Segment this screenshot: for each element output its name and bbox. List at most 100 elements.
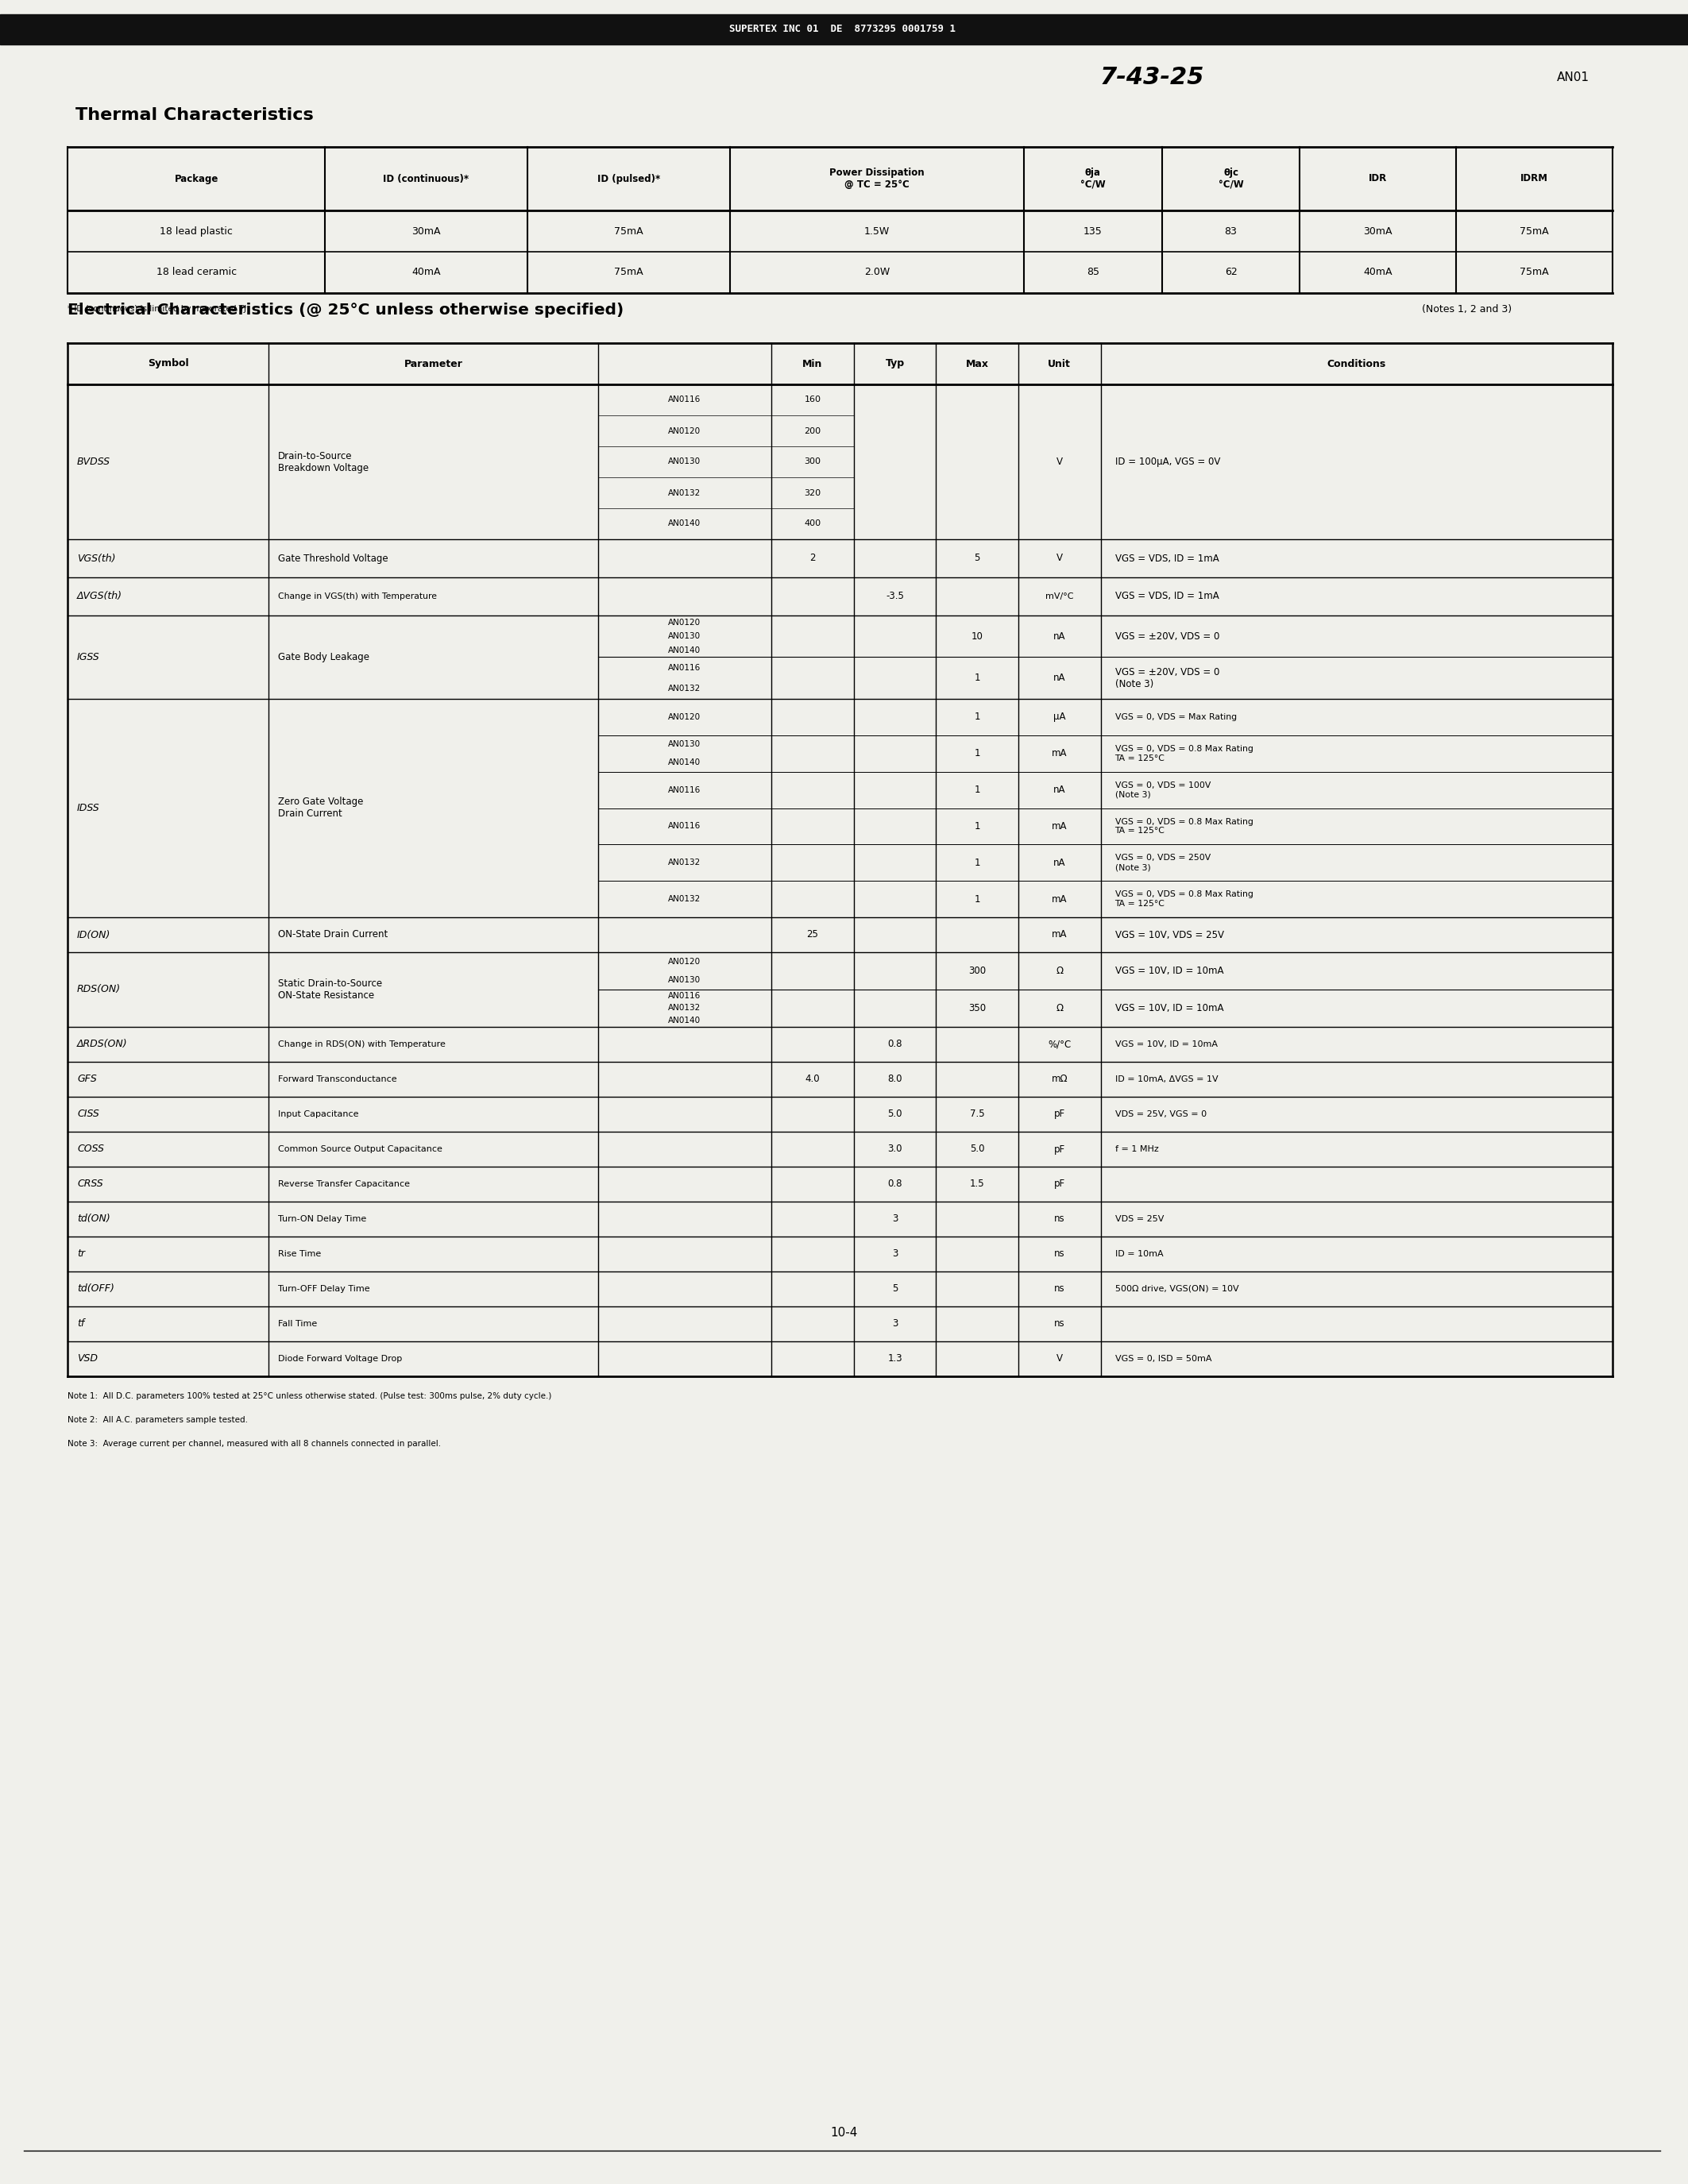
Text: AN0116: AN0116 xyxy=(668,664,701,673)
Text: AN0140: AN0140 xyxy=(668,758,701,767)
Text: Ω: Ω xyxy=(1055,1002,1063,1013)
Text: Reverse Transfer Capacitance: Reverse Transfer Capacitance xyxy=(279,1179,410,1188)
Text: Typ: Typ xyxy=(885,358,905,369)
Text: AN0130: AN0130 xyxy=(668,740,701,749)
Text: VGS = 0, VDS = 0.8 Max Rating
TA = 125°C: VGS = 0, VDS = 0.8 Max Rating TA = 125°C xyxy=(1114,817,1252,834)
Text: AN0132: AN0132 xyxy=(668,895,701,902)
Text: 3: 3 xyxy=(891,1214,898,1225)
Text: 40mA: 40mA xyxy=(412,266,441,277)
Text: AN0120: AN0120 xyxy=(668,957,701,965)
Text: 0.8: 0.8 xyxy=(888,1179,901,1190)
Text: 25: 25 xyxy=(807,930,819,939)
Text: VGS = 10V, ID = 10mA: VGS = 10V, ID = 10mA xyxy=(1114,965,1224,976)
Text: 1.5W: 1.5W xyxy=(864,225,890,236)
Text: ns: ns xyxy=(1053,1249,1065,1260)
Text: Parameter: Parameter xyxy=(403,358,463,369)
Text: AN01: AN01 xyxy=(1556,72,1588,83)
Text: pF: pF xyxy=(1053,1179,1065,1190)
Text: 10-4: 10-4 xyxy=(830,2127,858,2138)
Text: 300: 300 xyxy=(803,459,820,465)
Text: μA: μA xyxy=(1053,712,1065,723)
Text: (Notes 1, 2 and 3): (Notes 1, 2 and 3) xyxy=(1421,304,1512,314)
Text: 320: 320 xyxy=(803,489,820,496)
Text: 5.0: 5.0 xyxy=(888,1109,901,1120)
Text: VGS = ±20V, VDS = 0
(Note 3): VGS = ±20V, VDS = 0 (Note 3) xyxy=(1114,666,1219,690)
Text: 85: 85 xyxy=(1087,266,1099,277)
Text: 2.0W: 2.0W xyxy=(864,266,890,277)
Text: VGS = VDS, ID = 1mA: VGS = VDS, ID = 1mA xyxy=(1114,553,1219,563)
Text: 160: 160 xyxy=(803,395,820,404)
Text: 200: 200 xyxy=(803,426,820,435)
Text: BVDSS: BVDSS xyxy=(78,456,110,467)
Text: ns: ns xyxy=(1053,1319,1065,1330)
Text: AN0116: AN0116 xyxy=(668,395,701,404)
Text: Electrical Characteristics (@ 25°C unless otherwise specified): Electrical Characteristics (@ 25°C unles… xyxy=(68,301,625,317)
Text: td(ON): td(ON) xyxy=(78,1214,110,1225)
Text: Gate Body Leakage: Gate Body Leakage xyxy=(279,653,370,662)
Text: 1.5: 1.5 xyxy=(971,1179,984,1190)
Text: Ω: Ω xyxy=(1055,965,1063,976)
Text: CRSS: CRSS xyxy=(78,1179,103,1190)
Text: ID (pulsed)*: ID (pulsed)* xyxy=(598,173,660,183)
Text: mA: mA xyxy=(1052,821,1067,832)
Text: ON-State Drain Current: ON-State Drain Current xyxy=(279,930,388,939)
Text: AN0130: AN0130 xyxy=(668,459,701,465)
Text: mA: mA xyxy=(1052,749,1067,758)
Text: 62: 62 xyxy=(1224,266,1237,277)
Text: V: V xyxy=(1057,1354,1063,1365)
Text: 8.0: 8.0 xyxy=(888,1075,901,1085)
Text: f = 1 MHz: f = 1 MHz xyxy=(1114,1144,1158,1153)
Text: IDR: IDR xyxy=(1369,173,1388,183)
Text: nA: nA xyxy=(1053,858,1065,867)
Text: Static Drain-to-Source
ON-State Resistance: Static Drain-to-Source ON-State Resistan… xyxy=(279,978,383,1000)
Text: 3: 3 xyxy=(891,1249,898,1260)
Text: Conditions: Conditions xyxy=(1327,358,1386,369)
Text: Rise Time: Rise Time xyxy=(279,1249,321,1258)
Text: Forward Transconductance: Forward Transconductance xyxy=(279,1075,397,1083)
Text: Note 1:  All D.C. parameters 100% tested at 25°C unless otherwise stated. (Pulse: Note 1: All D.C. parameters 100% tested … xyxy=(68,1391,552,1400)
Text: pF: pF xyxy=(1053,1144,1065,1155)
Text: VGS = 10V, ID = 10mA: VGS = 10V, ID = 10mA xyxy=(1114,1040,1217,1048)
Text: SUPERTEX INC 01  DE  8773295 0001759 1: SUPERTEX INC 01 DE 8773295 0001759 1 xyxy=(729,24,955,35)
Text: 1: 1 xyxy=(974,858,981,867)
Text: AN0140: AN0140 xyxy=(668,646,701,655)
Text: 40mA: 40mA xyxy=(1364,266,1393,277)
Text: 30mA: 30mA xyxy=(1364,225,1393,236)
Text: Turn-ON Delay Time: Turn-ON Delay Time xyxy=(279,1214,366,1223)
Text: Input Capacitance: Input Capacitance xyxy=(279,1109,360,1118)
Text: Note 2:  All A.C. parameters sample tested.: Note 2: All A.C. parameters sample teste… xyxy=(68,1415,248,1424)
Text: ns: ns xyxy=(1053,1214,1065,1225)
Text: ΔRDS(ON): ΔRDS(ON) xyxy=(78,1040,128,1051)
Text: mV/°C: mV/°C xyxy=(1045,592,1074,601)
Text: Min: Min xyxy=(802,358,822,369)
Text: Unit: Unit xyxy=(1048,358,1070,369)
Text: 2: 2 xyxy=(810,553,815,563)
Text: pF: pF xyxy=(1053,1109,1065,1120)
Text: VSD: VSD xyxy=(78,1354,98,1365)
Text: Change in VGS(th) with Temperature: Change in VGS(th) with Temperature xyxy=(279,592,437,601)
Text: VGS = 10V, ID = 10mA: VGS = 10V, ID = 10mA xyxy=(1114,1002,1224,1013)
Text: td(OFF): td(OFF) xyxy=(78,1284,115,1295)
Text: AN0140: AN0140 xyxy=(668,520,701,529)
Text: Diode Forward Voltage Drop: Diode Forward Voltage Drop xyxy=(279,1354,402,1363)
Text: Fall Time: Fall Time xyxy=(279,1319,317,1328)
Text: Symbol: Symbol xyxy=(147,358,189,369)
Text: Zero Gate Voltage
Drain Current: Zero Gate Voltage Drain Current xyxy=(279,797,363,819)
Text: VGS = 0, VDS = 250V
(Note 3): VGS = 0, VDS = 250V (Note 3) xyxy=(1114,854,1210,871)
Text: VGS = 0, VDS = 100V
(Note 3): VGS = 0, VDS = 100V (Note 3) xyxy=(1114,782,1210,799)
Text: 83: 83 xyxy=(1224,225,1237,236)
Text: Package: Package xyxy=(174,173,218,183)
Text: tr: tr xyxy=(78,1249,84,1260)
Text: 5: 5 xyxy=(974,553,981,563)
Text: VGS = 10V, VDS = 25V: VGS = 10V, VDS = 25V xyxy=(1114,930,1224,939)
Text: nA: nA xyxy=(1053,631,1065,642)
Text: θjc
°C/W: θjc °C/W xyxy=(1219,168,1244,190)
Text: 18 lead plastic: 18 lead plastic xyxy=(160,225,233,236)
Text: VGS = 0, VDS = 0.8 Max Rating
TA = 125°C: VGS = 0, VDS = 0.8 Max Rating TA = 125°C xyxy=(1114,745,1252,762)
Text: 75mA: 75mA xyxy=(1519,266,1550,277)
Text: 1: 1 xyxy=(974,673,981,684)
Text: AN0130: AN0130 xyxy=(668,633,701,640)
Text: AN0130: AN0130 xyxy=(668,976,701,985)
Text: 1: 1 xyxy=(974,821,981,832)
Text: AN0132: AN0132 xyxy=(668,858,701,867)
